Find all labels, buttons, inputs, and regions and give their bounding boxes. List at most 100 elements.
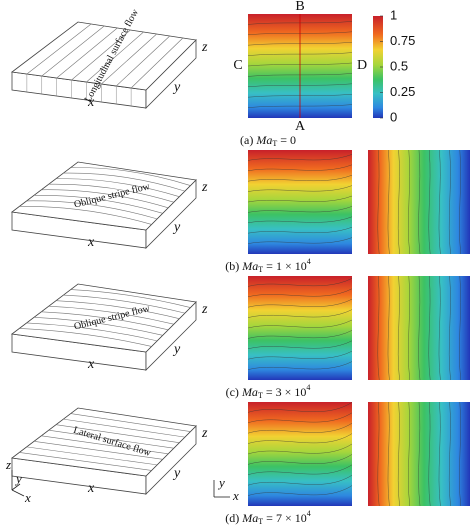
- contour-line: [247, 402, 353, 413]
- contour-line: [247, 474, 353, 486]
- contour-line: [448, 275, 451, 381]
- contour-line: [247, 278, 353, 287]
- contour-line: [377, 149, 380, 255]
- caption-symbol: Ma: [255, 133, 272, 147]
- contour-line: [247, 164, 353, 172]
- caption-symbol: Ma: [241, 511, 258, 525]
- axis-label-y: y: [172, 80, 181, 95]
- caption-prefix: (c): [226, 385, 239, 399]
- axis-label-x: x: [87, 357, 95, 372]
- contour-line: [377, 401, 380, 507]
- streamline: [41, 311, 169, 331]
- contour-line: [247, 288, 353, 298]
- contour-line: [418, 149, 421, 255]
- point-label: A: [295, 119, 306, 134]
- contour-line: [397, 401, 400, 507]
- caption-prefix: (a): [240, 133, 253, 147]
- contour-line: [387, 275, 390, 381]
- contour-line: [247, 216, 353, 224]
- contour-line: [428, 149, 431, 255]
- contour-line: [247, 185, 353, 192]
- caption-prefix: (b): [225, 259, 239, 273]
- axis-label-z: z: [201, 302, 208, 317]
- axis-label-x: x: [87, 481, 95, 496]
- contour-line: [247, 195, 353, 203]
- caption-rest: = 7 × 10: [266, 511, 307, 525]
- axis-label-z: z: [201, 180, 208, 195]
- contour-line: [397, 149, 400, 255]
- contour-line: [247, 206, 353, 213]
- contour-line: [418, 275, 421, 381]
- contour-line: [459, 275, 462, 381]
- streamline: [63, 172, 185, 192]
- streamline: [70, 289, 191, 308]
- point-label: C: [233, 58, 242, 73]
- caption: (d) MaT = 7 × 104: [225, 509, 310, 526]
- contour-line: [247, 309, 353, 318]
- contour-line: [438, 275, 441, 381]
- streamline: [33, 195, 163, 214]
- colorbar-tick-label: 1: [390, 7, 397, 22]
- contour-line: [247, 340, 353, 350]
- streamline: [48, 183, 174, 203]
- contour-line: [428, 275, 431, 381]
- axis-label-x: x: [87, 235, 95, 250]
- streamline: [26, 23, 92, 75]
- streamline: [19, 452, 152, 471]
- caption-symbol: Ma: [241, 259, 258, 273]
- caption: (c) MaT = 3 × 104: [226, 383, 311, 400]
- streamline: [48, 429, 174, 449]
- contour-line: [448, 149, 451, 255]
- streamline: [19, 206, 152, 225]
- contour-line: [247, 298, 353, 308]
- contour-line: [247, 464, 353, 476]
- contour-line: [387, 149, 390, 255]
- contour-line: [247, 226, 353, 234]
- streamline: [71, 29, 131, 81]
- colorbar-tick-label: 0.25: [390, 84, 415, 99]
- contour-line: [438, 401, 441, 507]
- triad-label: y: [14, 471, 22, 486]
- contour-line: [247, 330, 353, 339]
- streamline: [26, 446, 158, 466]
- streamline: [55, 178, 180, 197]
- caption-symbol: Ma: [241, 385, 258, 399]
- contour-map: [248, 276, 352, 380]
- contour-line: [397, 275, 400, 381]
- contour-map: [248, 150, 352, 254]
- caption-subscript: T: [272, 139, 277, 148]
- caption-rest: = 0: [280, 133, 296, 147]
- axis-label-y: y: [172, 220, 181, 235]
- caption-exponent: 4: [307, 257, 311, 266]
- streamline: [55, 300, 180, 319]
- streamline: [70, 167, 191, 186]
- streamline: [56, 27, 118, 79]
- caption: (b) MaT = 1 × 104: [225, 257, 310, 274]
- triad-label: y: [217, 475, 225, 490]
- streamline: [101, 33, 157, 85]
- axis-label-z: z: [201, 426, 208, 441]
- caption: (a) MaT = 0: [240, 133, 296, 148]
- axis-label-y: y: [172, 466, 181, 481]
- streamline: [130, 37, 184, 89]
- contour-line: [459, 401, 462, 507]
- contour-line: [408, 275, 411, 381]
- contour-line: [438, 149, 441, 255]
- axis-label-x: x: [87, 95, 95, 110]
- caption-rest: = 3 × 10: [266, 385, 307, 399]
- triad-label: x: [24, 490, 31, 505]
- point-label: B: [295, 0, 304, 14]
- streamline: [86, 31, 144, 83]
- triad-label: x: [232, 488, 239, 503]
- contour-line: [459, 149, 462, 255]
- streamline: [19, 328, 152, 347]
- caption-subscript: T: [258, 391, 263, 400]
- streamline: [63, 418, 185, 438]
- colorbar-tick-label: 0.75: [390, 33, 415, 48]
- contour-line: [247, 350, 353, 360]
- streamline: [26, 200, 158, 220]
- caption-exponent: 4: [307, 509, 311, 518]
- colorbar-tick-label: 0.5: [390, 58, 408, 73]
- contour-map: [248, 402, 352, 506]
